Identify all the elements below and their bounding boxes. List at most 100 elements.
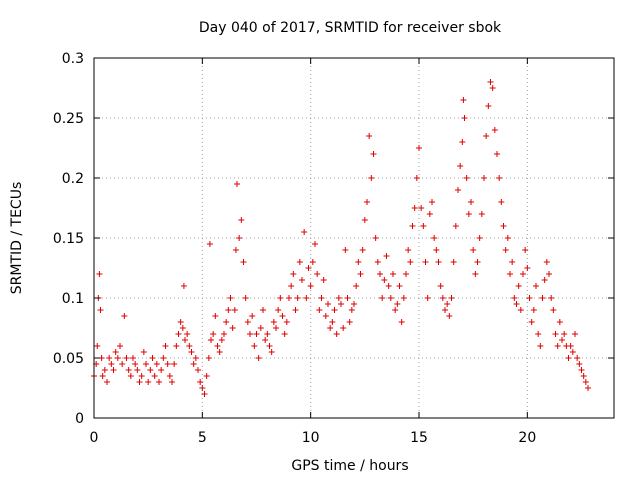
data-point — [286, 295, 292, 301]
data-point — [394, 301, 401, 307]
data-point — [158, 367, 165, 373]
data-point — [383, 253, 390, 259]
data-point — [580, 373, 587, 379]
data-point — [197, 379, 204, 385]
data-point — [140, 349, 147, 355]
data-point — [515, 283, 522, 289]
data-point — [400, 295, 407, 301]
data-point — [390, 271, 396, 277]
data-point — [460, 97, 467, 103]
data-point — [370, 151, 377, 157]
data-point — [435, 259, 442, 265]
data-point — [407, 259, 414, 265]
data-point — [301, 229, 308, 235]
data-point — [524, 265, 531, 271]
data-point — [188, 349, 195, 355]
data-point — [485, 103, 492, 109]
data-point — [327, 325, 334, 331]
data-point — [147, 367, 154, 373]
x-axis-label: GPS time / hours — [291, 458, 408, 474]
data-point — [522, 247, 529, 253]
data-point — [288, 283, 295, 289]
data-point — [344, 295, 351, 301]
data-point — [305, 265, 312, 271]
data-point — [292, 307, 299, 313]
data-point — [442, 307, 448, 313]
data-point — [546, 271, 552, 277]
data-point — [450, 259, 457, 265]
data-point — [275, 307, 282, 313]
data-point — [409, 223, 416, 229]
data-point — [296, 259, 303, 265]
data-point — [117, 343, 123, 349]
data-point — [320, 277, 327, 283]
data-point — [216, 349, 223, 355]
data-point — [507, 271, 513, 277]
data-point — [201, 391, 208, 397]
data-point — [318, 295, 325, 301]
data-point — [446, 313, 453, 319]
data-point — [517, 307, 524, 313]
data-point — [572, 331, 578, 337]
data-point — [127, 373, 134, 379]
data-point — [535, 331, 542, 337]
data-point — [210, 331, 217, 337]
data-point — [273, 325, 279, 331]
data-point — [121, 313, 128, 319]
data-point — [145, 379, 152, 385]
data-point — [218, 337, 225, 343]
data-point — [368, 175, 375, 181]
data-point — [578, 367, 585, 373]
data-point — [251, 343, 258, 349]
data-point — [195, 367, 201, 373]
data-point — [498, 199, 505, 205]
data-point — [262, 337, 269, 343]
data-point — [227, 295, 234, 301]
data-point — [283, 319, 290, 325]
data-point — [314, 271, 321, 277]
data-point — [208, 337, 214, 343]
data-point — [405, 247, 412, 253]
x-tick-label: 10 — [302, 430, 320, 446]
data-point — [459, 139, 466, 145]
data-point — [420, 223, 427, 229]
data-point — [585, 385, 591, 391]
data-point — [166, 373, 173, 379]
data-point — [472, 271, 479, 277]
data-point — [130, 355, 136, 361]
data-point — [303, 295, 310, 301]
data-point — [231, 307, 238, 313]
data-point — [203, 373, 210, 379]
data-point — [232, 247, 239, 253]
y-tick-label: 0.1 — [62, 291, 84, 307]
y-tick-label: 0.25 — [53, 111, 84, 127]
data-point — [234, 181, 240, 187]
data-point — [533, 283, 539, 289]
data-point — [377, 271, 383, 277]
data-point — [229, 325, 236, 331]
y-tick-label: 0.2 — [62, 171, 84, 187]
data-point — [530, 307, 537, 313]
data-point — [561, 331, 568, 337]
data-point — [461, 115, 468, 121]
data-point — [247, 331, 253, 337]
data-point — [431, 235, 438, 241]
data-points — [91, 79, 591, 397]
y-tick-label: 0 — [75, 411, 84, 427]
data-point — [429, 199, 435, 205]
data-point — [143, 361, 149, 367]
data-point — [281, 331, 288, 337]
data-point — [457, 163, 464, 169]
data-point — [476, 235, 483, 241]
data-point — [212, 313, 219, 319]
data-point — [205, 355, 212, 361]
data-point — [576, 361, 583, 367]
data-point — [264, 331, 271, 337]
data-point — [392, 307, 399, 313]
data-point — [366, 133, 373, 139]
data-point — [238, 217, 245, 223]
data-point — [156, 379, 162, 385]
data-point — [255, 355, 262, 361]
data-point — [502, 247, 509, 253]
data-point — [151, 373, 158, 379]
